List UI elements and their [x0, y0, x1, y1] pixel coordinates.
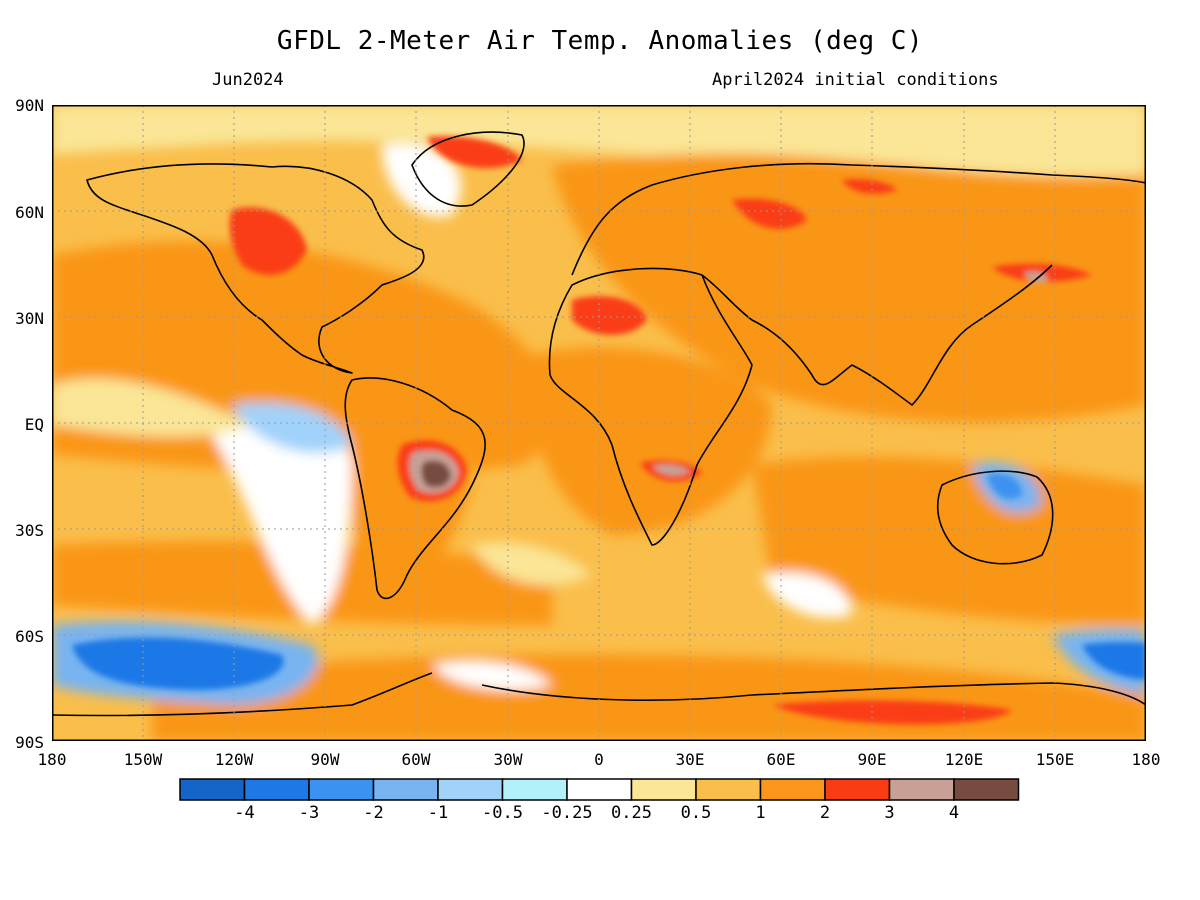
colorbar-label: -4 — [234, 803, 255, 823]
central-pacific-light — [52, 378, 252, 437]
north-america-warm — [229, 207, 307, 275]
south-america-coast — [344, 377, 486, 600]
southern-ocean-cold-west — [72, 637, 284, 690]
lon-label-180e: 180 — [1131, 750, 1161, 769]
anomaly-map — [52, 105, 1146, 741]
colorbar-label: -2 — [363, 803, 384, 823]
lon-label-90w: 90W — [310, 750, 340, 769]
lat-label-90s: 90S — [15, 733, 44, 752]
colorbar-label: 0.5 — [680, 803, 712, 823]
colorbar-swatch-10 — [824, 778, 891, 801]
lat-label-eq: EQ — [24, 415, 44, 434]
colorbar-swatch-4 — [437, 778, 504, 801]
colorbar-label: 0.25 — [611, 803, 652, 823]
colorbar — [179, 778, 1020, 801]
japan-warm — [992, 263, 1092, 282]
southern-ocean-cold-east — [1082, 642, 1146, 680]
lon-label-60w: 60W — [401, 750, 431, 769]
south-america-hot — [421, 460, 451, 488]
lon-label-150e: 150E — [1035, 750, 1075, 769]
lat-label-30n: 30N — [15, 309, 44, 328]
south-atlantic-light — [472, 542, 592, 585]
lon-label-150w: 150W — [123, 750, 163, 769]
lat-label-60n: 60N — [15, 203, 44, 222]
colorbar-swatch-11 — [888, 778, 955, 801]
colorbar-label: 2 — [819, 803, 831, 823]
map-title: GFDL 2-Meter Air Temp. Anomalies (deg C) — [276, 26, 924, 56]
lat-label-30s: 30S — [15, 521, 44, 540]
africa-warm — [530, 347, 772, 535]
north-america-coast — [86, 163, 425, 374]
colorbar-swatch-7 — [630, 778, 697, 801]
eurasia-warm — [552, 154, 1146, 423]
lon-label-120e: 120E — [944, 750, 984, 769]
lon-label-120w: 120W — [214, 750, 254, 769]
colorbar-swatch-2 — [308, 778, 375, 801]
colorbar-label: 4 — [948, 803, 960, 823]
colorbar-label: -0.5 — [482, 803, 523, 823]
map-frame — [52, 105, 1146, 741]
lon-label-30w: 30W — [493, 750, 523, 769]
lat-label-90n: 90N — [15, 96, 44, 115]
colorbar-swatch-9 — [759, 778, 826, 801]
initial-conditions-label: April2024 initial conditions — [712, 70, 999, 90]
sahara-warm — [572, 296, 647, 335]
arctic-band — [52, 105, 1146, 177]
lon-label-60e: 60E — [766, 750, 796, 769]
eurasia-coast — [571, 162, 1146, 406]
baffin-neutral — [382, 143, 462, 217]
lon-label-30e: 30E — [675, 750, 705, 769]
greenland-warm — [427, 136, 522, 169]
lat-label-60s: 60S — [15, 627, 44, 646]
southern-indian-neutral — [762, 572, 852, 618]
east-pacific-neutral — [212, 420, 352, 625]
weddell-neutral — [432, 661, 552, 690]
colorbar-label: 3 — [884, 803, 895, 823]
colorbar-swatch-1 — [243, 778, 310, 801]
antarctica-warm — [772, 700, 1012, 725]
australia-cool — [987, 473, 1022, 499]
lon-label-0: 0 — [594, 750, 604, 769]
lon-label-90e: 90E — [857, 750, 887, 769]
colorbar-swatch-8 — [695, 778, 762, 801]
east-siberia-warm — [842, 179, 897, 194]
colorbar-swatch-6 — [566, 778, 633, 801]
colorbar-label: -3 — [298, 803, 320, 823]
colorbar-swatch-0 — [179, 778, 246, 801]
siberia-warm — [732, 198, 807, 229]
colorbar-label: 1 — [755, 803, 766, 823]
graticule — [52, 105, 1146, 741]
colorbar-swatch-3 — [372, 778, 439, 801]
lon-label-180w: 180 — [37, 750, 67, 769]
coastlines — [52, 131, 1146, 717]
colorbar-swatch-5 — [501, 778, 568, 801]
colorbar-label: -0.25 — [541, 803, 593, 823]
east-pacific-cool — [232, 402, 352, 453]
antarctica-coast — [52, 672, 1146, 717]
colorbar-swatch-12 — [953, 778, 1020, 801]
forecast-month-label: Jun2024 — [212, 70, 284, 90]
greenland-coast — [411, 131, 525, 207]
australia-coast — [936, 470, 1054, 565]
southern-africa-hot — [652, 464, 690, 476]
colorbar-label: -1 — [427, 803, 449, 823]
